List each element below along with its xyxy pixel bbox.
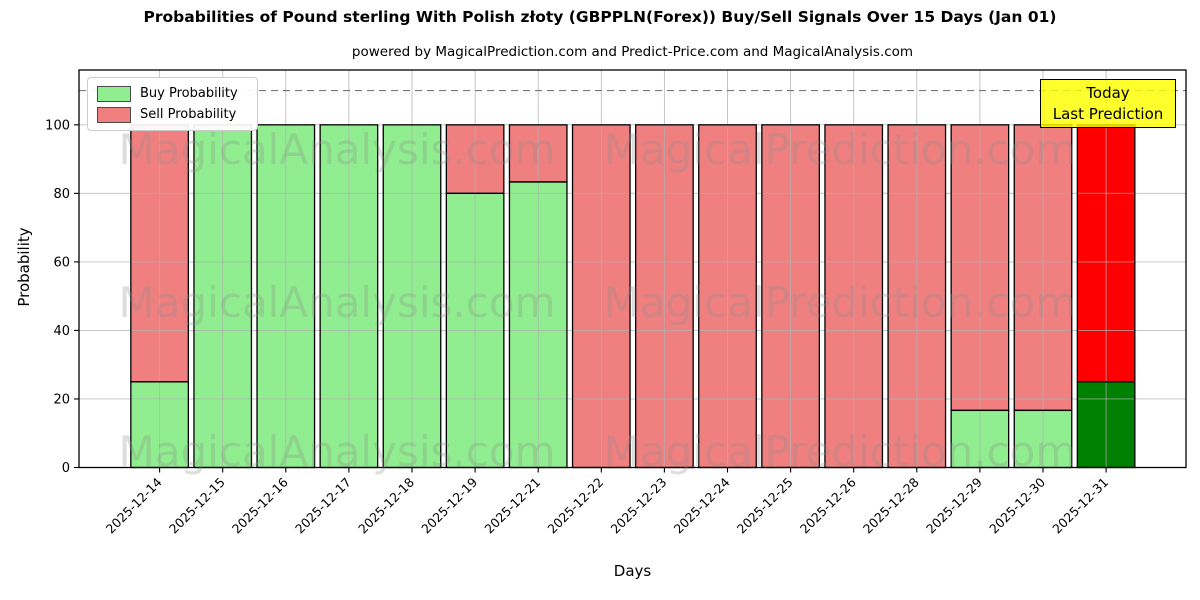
y-tick-label: 20 xyxy=(53,392,70,407)
y-axis-label: Probability xyxy=(15,227,33,307)
chart-title: Probabilities of Pound sterling With Pol… xyxy=(143,8,1057,26)
x-tick-label: 2025-12-15 xyxy=(166,475,228,537)
gridlines xyxy=(79,70,1186,468)
watermark-text: MagicalPrediction.com xyxy=(604,125,1077,174)
x-tick-label: 2025-12-24 xyxy=(671,474,733,536)
y-tick-label: 80 xyxy=(53,187,70,202)
legend-item-buy: Buy Probability xyxy=(97,83,249,104)
x-tick-label: 2025-12-30 xyxy=(986,474,1048,536)
x-tick-label: 2025-12-16 xyxy=(229,474,291,536)
x-tick-label: 2025-12-22 xyxy=(544,475,606,537)
bar-segment-sell-border xyxy=(445,124,505,195)
legend-item-sell: Sell Probability xyxy=(97,104,249,125)
watermark-text: MagicalAnalysis.com xyxy=(119,427,556,476)
today-annotation-line2: Last Prediction xyxy=(1052,104,1164,123)
buy-swatch-icon xyxy=(97,85,131,102)
bar-segment-sell-border xyxy=(508,124,568,183)
y-tick-label: 100 xyxy=(45,118,70,133)
x-axis-label: Days xyxy=(613,562,652,580)
y-tick-label: 40 xyxy=(53,324,70,339)
legend: Buy Probability Sell Probability xyxy=(87,77,258,131)
x-tick-label: 2025-12-18 xyxy=(355,474,417,536)
watermark-text: MagicalAnalysis.com xyxy=(119,278,556,327)
bar-segment-sell-border xyxy=(950,124,1010,412)
y-tick-label: 0 xyxy=(62,461,70,476)
x-tick-label: 2025-12-17 xyxy=(292,475,354,537)
watermark-text: MagicalPrediction.com xyxy=(604,427,1077,476)
sell-swatch-icon xyxy=(97,106,131,123)
axis-spine xyxy=(78,69,1187,469)
x-tick-label: 2025-12-31 xyxy=(1049,475,1111,537)
x-tick-label: 2025-12-14 xyxy=(103,474,165,536)
legend-label-buy: Buy Probability xyxy=(140,86,238,101)
x-tick-label: 2025-12-29 xyxy=(923,474,985,536)
x-tick-label: 2025-12-26 xyxy=(797,474,859,536)
chart-subtitle: powered by MagicalPrediction.com and Pre… xyxy=(351,44,914,60)
x-tick-label: 2025-12-25 xyxy=(734,475,796,537)
watermarks: MagicalAnalysis.com MagicalPrediction.com… xyxy=(119,125,1077,476)
y-tick-label: 60 xyxy=(53,255,70,270)
today-annotation: Today Last Prediction xyxy=(1040,79,1176,128)
x-tick-label: 2025-12-21 xyxy=(481,475,543,537)
x-tick-label: 2025-12-28 xyxy=(860,474,922,536)
watermark-text: MagicalAnalysis.com xyxy=(119,125,556,174)
today-annotation-line1: Today xyxy=(1086,83,1130,102)
x-tick-label: 2025-12-19 xyxy=(418,474,480,536)
watermark-text: MagicalPrediction.com xyxy=(604,278,1077,327)
x-tick-label: 2025-12-23 xyxy=(608,475,670,537)
legend-label-sell: Sell Probability xyxy=(140,107,237,122)
